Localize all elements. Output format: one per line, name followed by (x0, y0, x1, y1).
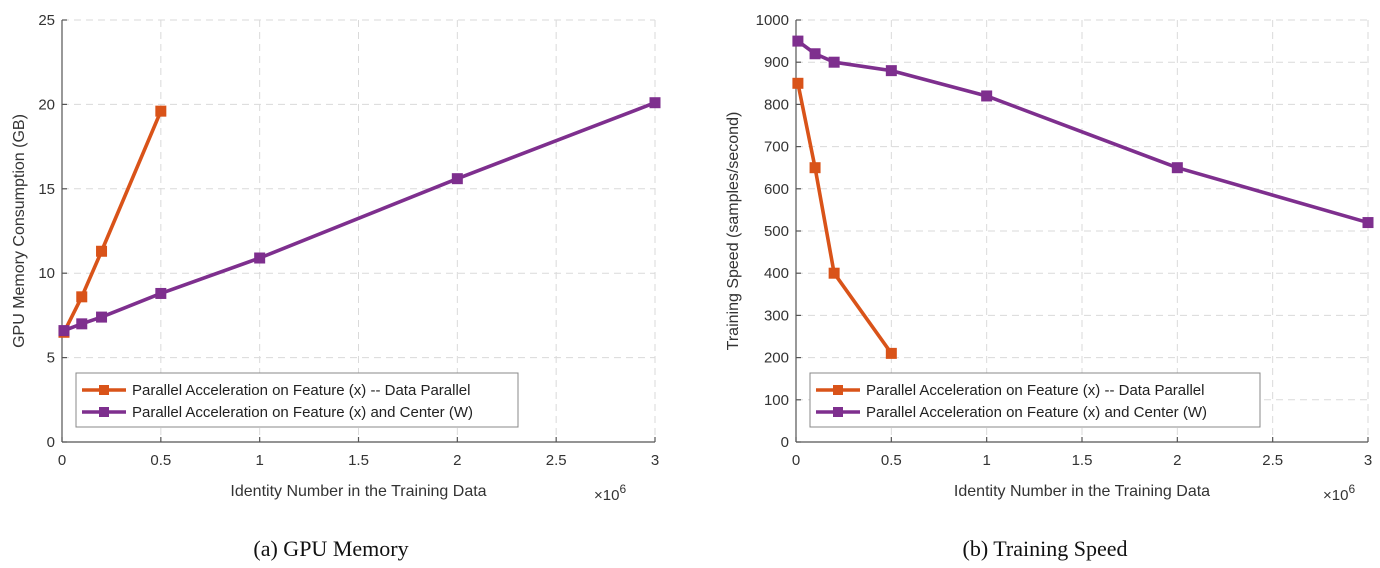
data-point-1 (254, 252, 266, 264)
data-point-1 (885, 65, 897, 77)
data-point-1 (58, 325, 70, 337)
x-axis-label: Identity Number in the Training Data (954, 483, 1210, 500)
data-point-0 (885, 347, 897, 359)
y-tick-label: 400 (764, 265, 789, 282)
data-point-0 (76, 291, 88, 303)
legend-entry-0: Parallel Acceleration on Feature (x) -- … (866, 382, 1204, 399)
y-tick-label: 600 (764, 181, 789, 198)
y-tick-label: 500 (764, 223, 789, 240)
x-axis-multiplier-exponent: 6 (619, 482, 626, 496)
x-tick-label: 2 (1173, 452, 1181, 469)
data-point-1 (76, 318, 88, 330)
data-point-0 (809, 162, 821, 174)
data-point-1 (792, 35, 804, 47)
data-point-1 (155, 287, 167, 299)
x-axis-multiplier-exponent: 6 (1348, 482, 1355, 496)
x-tick-label: 2 (453, 452, 461, 469)
y-tick-label: 20 (38, 96, 55, 113)
data-point-1 (96, 311, 108, 323)
legend-box (75, 372, 519, 428)
y-tick-label: 25 (38, 12, 55, 29)
data-point-0 (155, 105, 167, 117)
x-tick-label: 3 (1364, 452, 1372, 469)
legend-entry-1: Parallel Acceleration on Feature (x) and… (132, 404, 473, 421)
x-tick-label: 0.5 (150, 452, 171, 469)
series-line-0 (62, 109, 163, 335)
series-line-1 (796, 39, 1370, 225)
legend-entry-1: Parallel Acceleration on Feature (x) and… (866, 404, 1207, 421)
y-tick-label: 200 (764, 350, 789, 367)
y-tick-label: 900 (764, 54, 789, 71)
y-axis-label: Training Speed (samples/second) (725, 112, 742, 351)
data-point-0 (96, 245, 108, 257)
chart-training-speed: 0 0.5 1 1.5 2 2.5 3 0 100 200 300 400 500 600 700 800 90… (725, 12, 1374, 561)
y-tick-label: 700 (764, 139, 789, 156)
data-point-1 (1362, 217, 1374, 229)
series-line-0 (796, 81, 894, 356)
x-tick-label: 1 (255, 452, 263, 469)
y-tick-label: 300 (764, 307, 789, 324)
y-tick-label: 800 (764, 96, 789, 113)
x-axis-multiplier: ×106 (1323, 482, 1355, 504)
data-point-0 (828, 267, 840, 279)
data-point-1 (828, 56, 840, 68)
x-tick-label: 3 (651, 452, 659, 469)
data-point-1 (649, 97, 661, 109)
y-tick-label: 5 (47, 350, 55, 367)
data-point-1 (981, 90, 993, 102)
series-line-1 (62, 100, 657, 333)
data-point-1 (809, 48, 821, 60)
x-tick-label: 1 (982, 452, 990, 469)
x-axis-multiplier: ×106 (594, 482, 626, 504)
y-tick-label: 100 (764, 392, 789, 409)
y-tick-label: 15 (38, 181, 55, 198)
y-tick-label: 10 (38, 265, 55, 282)
data-point-1 (1171, 162, 1183, 174)
subfigure-caption: (b) Training Speed (963, 536, 1128, 561)
x-tick-label: 2.5 (546, 452, 567, 469)
x-tick-label: 0.5 (881, 452, 902, 469)
x-axis-label: Identity Number in the Training Data (230, 483, 486, 500)
x-tick-label: 0 (58, 452, 66, 469)
x-tick-label: 0 (792, 452, 800, 469)
y-tick-label: 0 (47, 434, 55, 451)
y-axis-label: GPU Memory Consumption (GB) (11, 114, 28, 348)
x-tick-label: 1.5 (348, 452, 369, 469)
y-tick-label: 1000 (756, 12, 789, 29)
legend-box (809, 372, 1261, 428)
legend-marker-1 (833, 407, 843, 417)
chart-gpu-memory: 0 0.5 1 1.5 2 2.5 3 0 5 10 15 20 25 ×106 Identity Numb… (11, 12, 661, 561)
y-tick-label: 0 (781, 434, 789, 451)
x-tick-label: 1.5 (1072, 452, 1093, 469)
data-point-1 (451, 173, 463, 185)
subfigure-caption: (a) GPU Memory (253, 536, 408, 561)
legend-marker-0 (99, 385, 109, 395)
legend-marker-1 (99, 407, 109, 417)
legend-entry-0: Parallel Acceleration on Feature (x) -- … (132, 382, 470, 399)
data-point-0 (792, 77, 804, 89)
x-tick-label: 2.5 (1262, 452, 1283, 469)
legend-marker-0 (833, 385, 843, 395)
